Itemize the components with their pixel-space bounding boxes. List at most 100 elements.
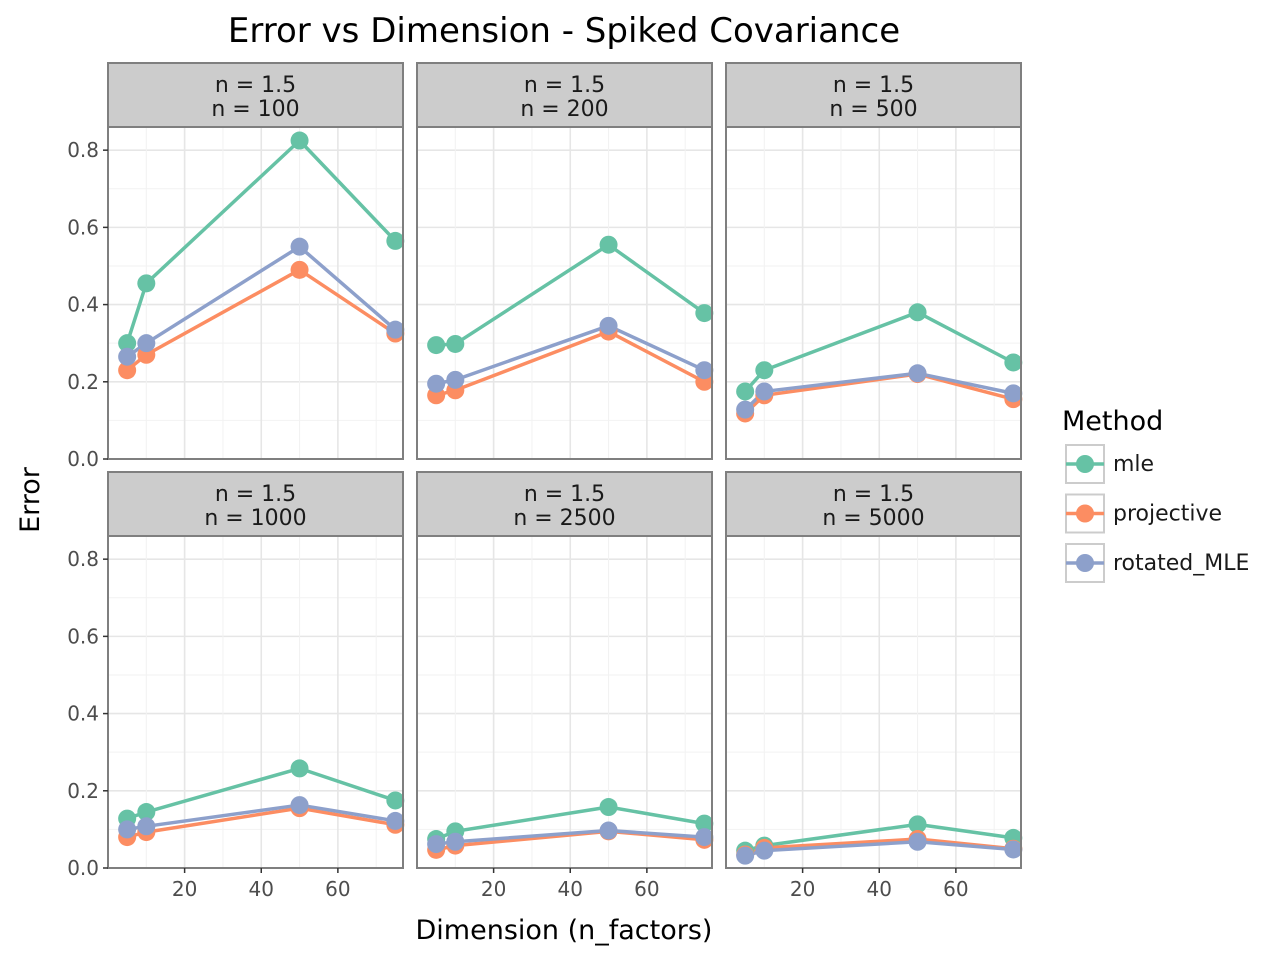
data-point-rotated_MLE [1004, 840, 1023, 859]
facet-strip-label: n = 1.5 [215, 482, 296, 507]
data-point-rotated_MLE [446, 370, 465, 389]
data-point-mle [736, 382, 755, 401]
data-point-rotated_MLE [290, 237, 309, 256]
facet-panel: n = 1.5n = 500 [725, 62, 1023, 460]
y-tick-label: 0.2 [67, 370, 99, 394]
data-point-rotated_MLE [137, 334, 156, 353]
data-point-rotated_MLE [755, 841, 774, 860]
series-line-projective [126, 268, 397, 372]
data-point-mle [599, 235, 618, 254]
data-point-mle [137, 803, 156, 822]
facet-strip-label: n = 1000 [204, 506, 306, 531]
facet-strip [725, 62, 1022, 128]
legend-key-point [1076, 455, 1094, 473]
legend: Method mle projective rotated_MLE [1062, 406, 1249, 583]
series-line-projective [435, 329, 706, 397]
series-line-rotated_MLE [126, 803, 396, 832]
data-point-rotated_MLE [695, 361, 714, 380]
facet-strip [107, 471, 404, 537]
y-tick-label: 0.0 [67, 447, 99, 471]
series-line-rotated_MLE [435, 828, 705, 846]
data-point-rotated_MLE [118, 820, 137, 839]
facet-panel: n = 1.5n = 100 0.0 0.2 0.4 0.6 0.8 [67, 62, 405, 471]
data-point-rotated_MLE [427, 835, 446, 854]
data-point-mle [386, 231, 405, 250]
panel-border [107, 535, 404, 869]
facet-panel: n = 1.5n = 200 [416, 62, 714, 460]
data-point-rotated_MLE [736, 400, 755, 419]
panel-border [725, 535, 1022, 869]
panel-border [416, 126, 713, 460]
facet-strip [107, 62, 404, 128]
facet-strip [416, 471, 713, 537]
facet-strip-label: n = 200 [520, 97, 608, 122]
data-point-mle [427, 336, 446, 355]
facet-strip-label: n = 1.5 [524, 482, 605, 507]
series-line-rotated_MLE [743, 371, 1014, 411]
data-point-mle [908, 815, 927, 834]
x-tick-label: 60 [634, 877, 659, 901]
x-tick-label: 20 [790, 877, 815, 901]
y-tick-label: 0.4 [67, 702, 99, 726]
data-point-rotated_MLE [427, 374, 446, 393]
series-line-rotated_MLE [435, 324, 706, 386]
y-tick-label: 0.8 [67, 547, 99, 571]
facet-panel: n = 1.5n = 5000 20 40 60 [725, 471, 1023, 901]
data-point-rotated_MLE [599, 821, 618, 840]
legend-key-point [1076, 554, 1094, 572]
data-point-rotated_MLE [118, 347, 137, 366]
data-point-rotated_MLE [755, 382, 774, 401]
facet-strip-label: n = 1.5 [833, 73, 914, 98]
facet-panel: n = 1.5n = 2500 20 40 60 [416, 471, 714, 901]
data-point-rotated_MLE [736, 846, 755, 865]
data-point-mle [755, 361, 774, 380]
legend-item-rotated_MLE: rotated_MLE [1065, 543, 1249, 583]
y-axis-label: Error [15, 466, 46, 533]
panel-border [416, 535, 713, 869]
legend-label: rotated_MLE [1113, 551, 1249, 576]
facet-strip-label: n = 1.5 [215, 73, 296, 98]
legend-item-projective: projective [1065, 493, 1222, 534]
facet-strip-label: n = 500 [829, 97, 917, 122]
chart-title: Error vs Dimension - Spiked Covariance [228, 11, 900, 51]
data-point-rotated_MLE [290, 796, 309, 815]
legend-label: projective [1113, 502, 1222, 527]
data-point-mle [1004, 353, 1023, 372]
y-tick-label: 0.6 [67, 624, 99, 648]
plot-background [417, 127, 712, 459]
x-axis-label: Dimension (n_factors) [416, 915, 713, 946]
legend-title: Method [1062, 406, 1163, 437]
data-point-mle [290, 131, 309, 150]
x-tick-label: 20 [481, 877, 506, 901]
data-point-mle [446, 334, 465, 353]
facet-strip-label: n = 1.5 [833, 482, 914, 507]
data-point-projective [290, 260, 309, 279]
data-point-rotated_MLE [908, 832, 927, 851]
facet-strip [725, 471, 1022, 537]
series-line-mle [744, 822, 1014, 853]
x-tick-label: 60 [943, 877, 968, 901]
x-tick-label: 20 [172, 877, 197, 901]
facet-strip-label: n = 2500 [513, 506, 615, 531]
y-tick-label: 0.6 [67, 215, 99, 239]
data-point-projective [118, 361, 137, 380]
series-line-mle [743, 310, 1015, 393]
legend-item-mle: mle [1065, 444, 1154, 484]
data-point-mle [386, 791, 405, 810]
x-tick-label: 60 [325, 877, 350, 901]
series-line-mle [435, 805, 705, 841]
data-point-rotated_MLE [695, 828, 714, 847]
data-point-rotated_MLE [386, 811, 405, 830]
data-point-rotated_MLE [137, 817, 156, 836]
y-tick-label: 0.0 [67, 856, 99, 880]
series-line-rotated_MLE [126, 244, 397, 359]
panel-border [107, 126, 404, 460]
data-point-mle [118, 334, 137, 353]
facet-panel: n = 1.5n = 1000 0.0 0.2 0.4 0.6 0.8 20 40 60 [67, 471, 405, 901]
series-line-mle [126, 766, 396, 821]
x-tick-label: 40 [867, 877, 892, 901]
panel-border [725, 126, 1022, 460]
plot-background [726, 536, 1021, 868]
data-point-mle [137, 274, 156, 293]
